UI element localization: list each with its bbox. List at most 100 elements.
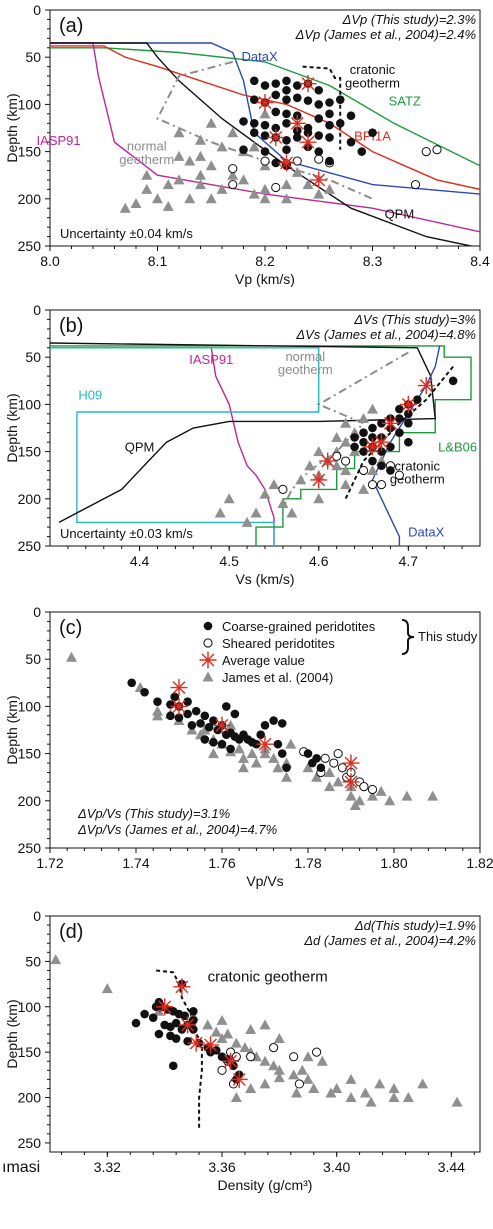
coarse-peridotite-point [166,711,175,721]
average-value-point [230,1070,248,1088]
points-layer [119,75,442,213]
sheared-peridotite-point [228,180,238,190]
average-value-point [310,171,328,189]
legend-brace-label: This study [418,629,478,644]
coarse-peridotite-point [174,713,184,723]
james-2004-point [331,431,343,442]
sheared-peridotite-point [231,1052,241,1062]
curve-label: IASP91 [37,133,81,148]
james-2004-point [195,134,206,145]
james-2004-point [233,743,245,754]
james-2004-point [50,954,62,965]
y-tick-label: 0 [33,604,41,620]
coarse-peridotite-point [249,76,259,86]
coarse-peridotite-point [404,437,413,447]
model-curve [50,42,480,233]
coarse-peridotite-point [404,418,413,428]
coarse-peridotite-point [350,433,359,442]
x-tick-label: 8.4 [470,253,490,269]
delta-note: ΔVp/Vs (James et al., 2004)=4.7% [77,822,277,837]
coarse-peridotite-point [395,428,404,438]
x-tick-label: 3.32 [94,1159,121,1175]
sheared-peridotite-point [289,1052,299,1062]
sheared-peridotite-point [410,180,421,190]
james-2004-point [238,752,249,763]
coarse-peridotite-point [282,118,291,128]
james-2004-point [345,1092,357,1103]
coarse-peridotite-point [252,739,261,749]
james-2004-point [241,516,253,527]
james-2004-point [225,719,237,730]
y-tick-label: 100 [18,96,42,112]
delta-note: Δd (James et al., 2004)=4.2% [303,933,476,948]
coarse-peridotite-point [127,678,136,688]
y-axis-label: Depth (km) [4,393,20,462]
sheared-peridotite-point [358,465,369,476]
james-2004-point [375,785,387,796]
coarse-peridotite-point [260,120,270,130]
y-axis-label: Depth (km) [4,999,20,1068]
y-tick-label: 250 [18,840,42,856]
sheared-peridotite-point [432,145,442,155]
coarse-peridotite-point [325,109,334,119]
coarse-peridotite-point [395,404,404,414]
panel-label: (b) [59,315,83,337]
james-2004-point [230,1092,242,1103]
x-tick-label: 8.2 [255,253,275,269]
james-2004-point [331,460,343,471]
y-tick-label: 200 [18,191,42,207]
coarse-peridotite-point [303,96,313,105]
average-value-point [342,754,360,772]
james-2004-point [295,474,307,485]
plot-frame [49,611,481,849]
curve-label: normal [285,349,325,364]
x-tick-label: 3.40 [323,1159,350,1175]
sheared-peridotite-point [292,156,302,166]
coarse-peridotite-point [249,118,259,128]
james-2004-point [367,464,378,475]
coarse-peridotite-point [386,466,395,475]
curve-label: QPM [125,440,155,455]
james-2004-point [367,403,378,414]
coarse-peridotite-point [271,107,281,117]
model-curve [50,47,480,167]
james-2004-point [304,460,316,471]
james-2004-point [238,174,249,185]
james-2004-point [184,193,196,204]
x-tick-label: 1.82 [466,855,493,871]
coarse-peridotite-point [171,1034,181,1043]
coarse-peridotite-point [282,95,291,104]
coarse-peridotite-point [222,702,231,711]
coarse-peridotite-point [368,128,377,138]
coarse-peridotite-point [357,147,367,156]
model-curve [50,347,320,546]
sheared-peridotite-point [278,484,288,494]
y-tick-label: 50 [25,953,41,969]
model-curve [50,342,436,524]
coarse-peridotite-point [183,709,192,719]
average-value-point [342,773,360,791]
coarse-peridotite-point [350,442,359,452]
coarse-peridotite-point [282,85,291,95]
coarse-peridotite-point [325,133,334,142]
chart-panel-2: 0 50 100 150 200 250 4.4 4.5 4.6 4.7 Vs (km/s) Dept… [4,302,481,587]
james-2004-point [216,141,228,152]
y-tick-label: 150 [18,746,42,762]
james-2004-point [291,1087,303,1098]
delta-note: Δd(This study)=1.9% [354,918,476,933]
james-2004-point [367,790,378,801]
y-tick-label: 150 [18,444,42,460]
legend-entry: James et al. (2004) [222,670,333,685]
coarse-peridotite-point [314,85,324,95]
coarse-peridotite-point [314,147,324,156]
y-tick-label: 0 [33,2,41,18]
james-2004-point [308,1082,320,1093]
coarse-peridotite-point [166,1022,175,1032]
james-2004-point [162,200,174,211]
james-2004-point [162,179,174,190]
coarse-peridotite-point [282,763,291,773]
james-2004-point [130,198,142,209]
coarse-peridotite-point [200,735,210,744]
model-curve [155,969,203,1130]
